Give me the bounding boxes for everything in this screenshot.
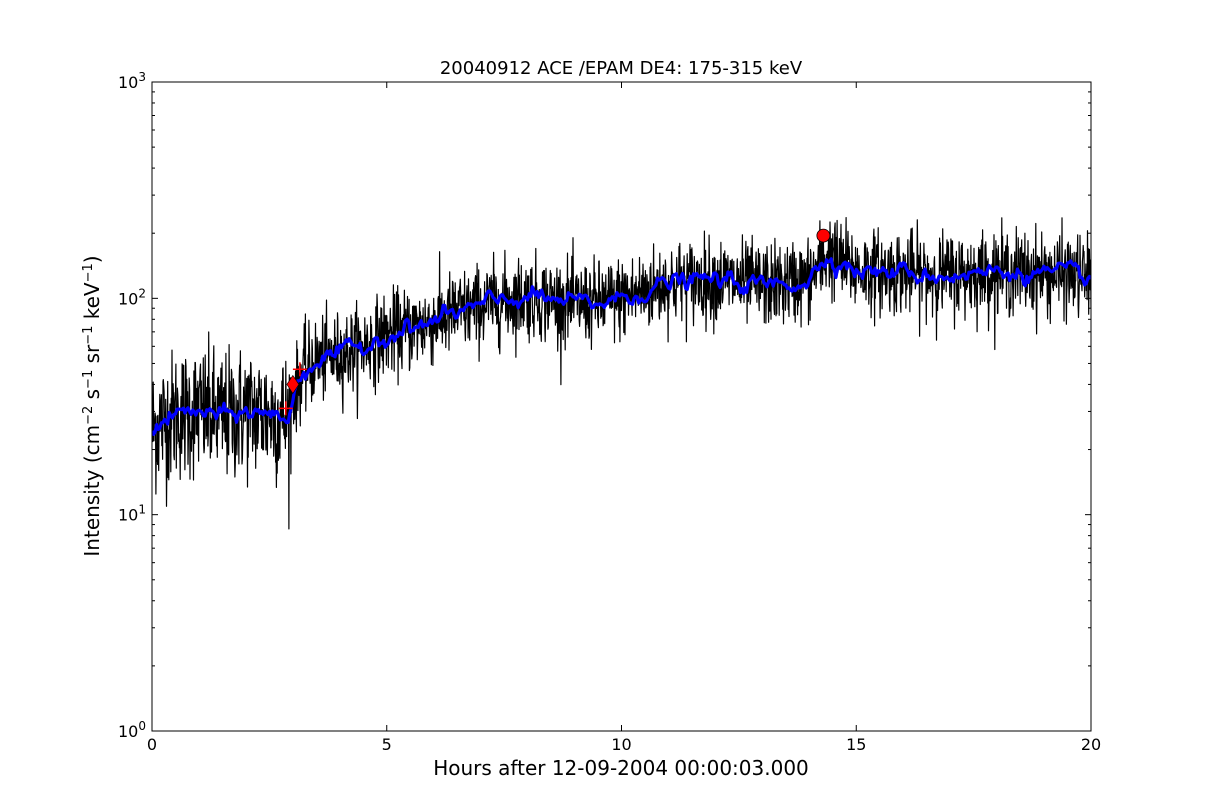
y-label-s: s <box>80 389 104 406</box>
y-label-sup-sr: −1 <box>81 326 96 345</box>
y-label-sup-s: −1 <box>81 370 96 389</box>
chart-title: 20040912 ACE /EPAM DE4: 175-315 keV <box>440 58 803 79</box>
y-tick-label: 103 <box>118 70 146 92</box>
smoothed-intensity-line <box>152 257 1091 436</box>
x-axis: 0 5 10 15 20 <box>147 82 1101 754</box>
plot-area <box>152 217 1091 530</box>
x-tick-label: 10 <box>611 735 631 754</box>
y-label-sup-kev: −1 <box>81 263 96 282</box>
plus-marker-1 <box>292 362 307 377</box>
y-axis: 100 101 102 103 <box>118 70 1091 741</box>
x-tick-label: 20 <box>1081 735 1101 754</box>
y-tick-label: 100 <box>118 719 146 741</box>
y-tick-label: 101 <box>118 503 146 525</box>
x-tick-label: 0 <box>147 735 157 754</box>
y-axis-label: Intensity (cm−2 s−1 sr−1 keV−1) <box>80 255 104 556</box>
peak-circle-marker <box>816 228 831 243</box>
plus-marker-2 <box>278 401 293 416</box>
y-label-prefix: Intensity (cm <box>80 425 104 557</box>
y-label-sr: sr <box>80 344 104 370</box>
x-tick-label: 15 <box>846 735 866 754</box>
y-label-suffix: ) <box>80 255 104 263</box>
y-label-sup-cm: −2 <box>81 406 96 425</box>
x-tick-label: 5 <box>382 735 392 754</box>
x-axis-label: Hours after 12-09-2004 00:00:03.000 <box>433 756 809 780</box>
y-tick-label: 102 <box>118 286 146 308</box>
onset-diamond-marker <box>286 374 300 394</box>
y-label-kev: keV <box>80 282 104 326</box>
